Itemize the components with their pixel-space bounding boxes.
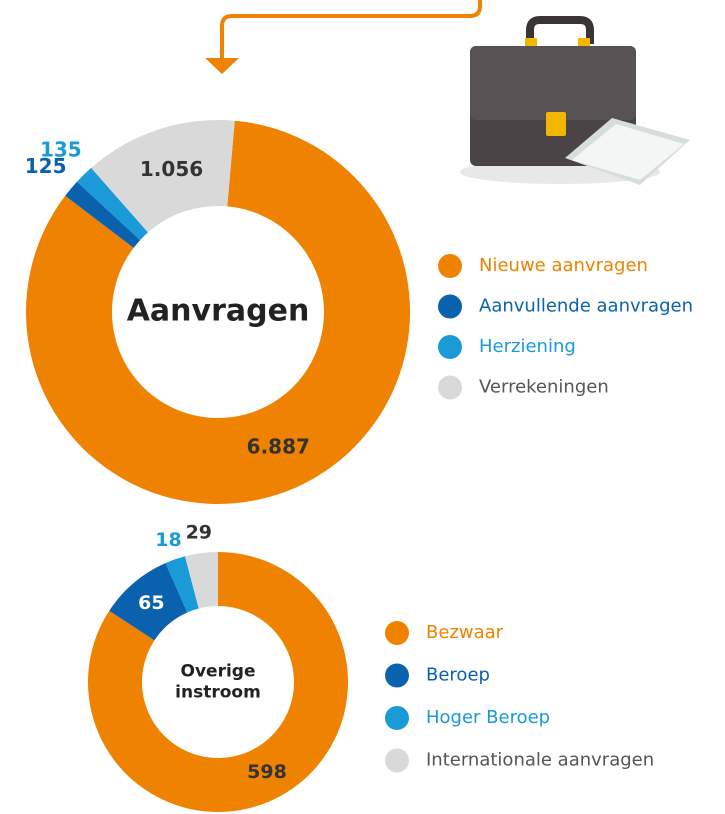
legend-marker (438, 295, 462, 319)
value-label: 135 (40, 137, 82, 161)
legend-label: Internationale aanvragen (426, 750, 654, 771)
briefcase-icon (460, 20, 690, 185)
value-label: 598 (247, 761, 287, 783)
legend-label: Hoger Beroep (426, 707, 550, 728)
legend-marker (438, 376, 462, 400)
value-label: 65 (138, 592, 164, 614)
legend-marker (385, 621, 409, 645)
center-label: Aanvragen (127, 294, 310, 329)
legend-marker (385, 706, 409, 730)
legend-marker (438, 254, 462, 278)
legend-label: Herziening (479, 336, 576, 357)
value-label: 6.887 (247, 435, 310, 459)
legend-label: Nieuwe aanvragen (479, 255, 648, 276)
center-label: Overige (181, 661, 256, 681)
legend-label: Beroep (426, 665, 490, 686)
value-label: 18 (155, 529, 181, 551)
legend-marker (385, 664, 409, 688)
arrow (205, 0, 480, 74)
legend-label: Verrekeningen (479, 377, 609, 398)
legend-label: Aanvullende aanvragen (479, 296, 693, 317)
legend-marker (385, 749, 409, 773)
legend-label: Bezwaar (426, 622, 504, 643)
value-label: 29 (186, 522, 212, 544)
value-label: 1.056 (140, 157, 203, 181)
legend-marker (438, 335, 462, 359)
infographic: 6.8871251351.056AanvragenNieuwe aanvrage… (0, 0, 725, 814)
center-label: instroom (175, 683, 261, 703)
